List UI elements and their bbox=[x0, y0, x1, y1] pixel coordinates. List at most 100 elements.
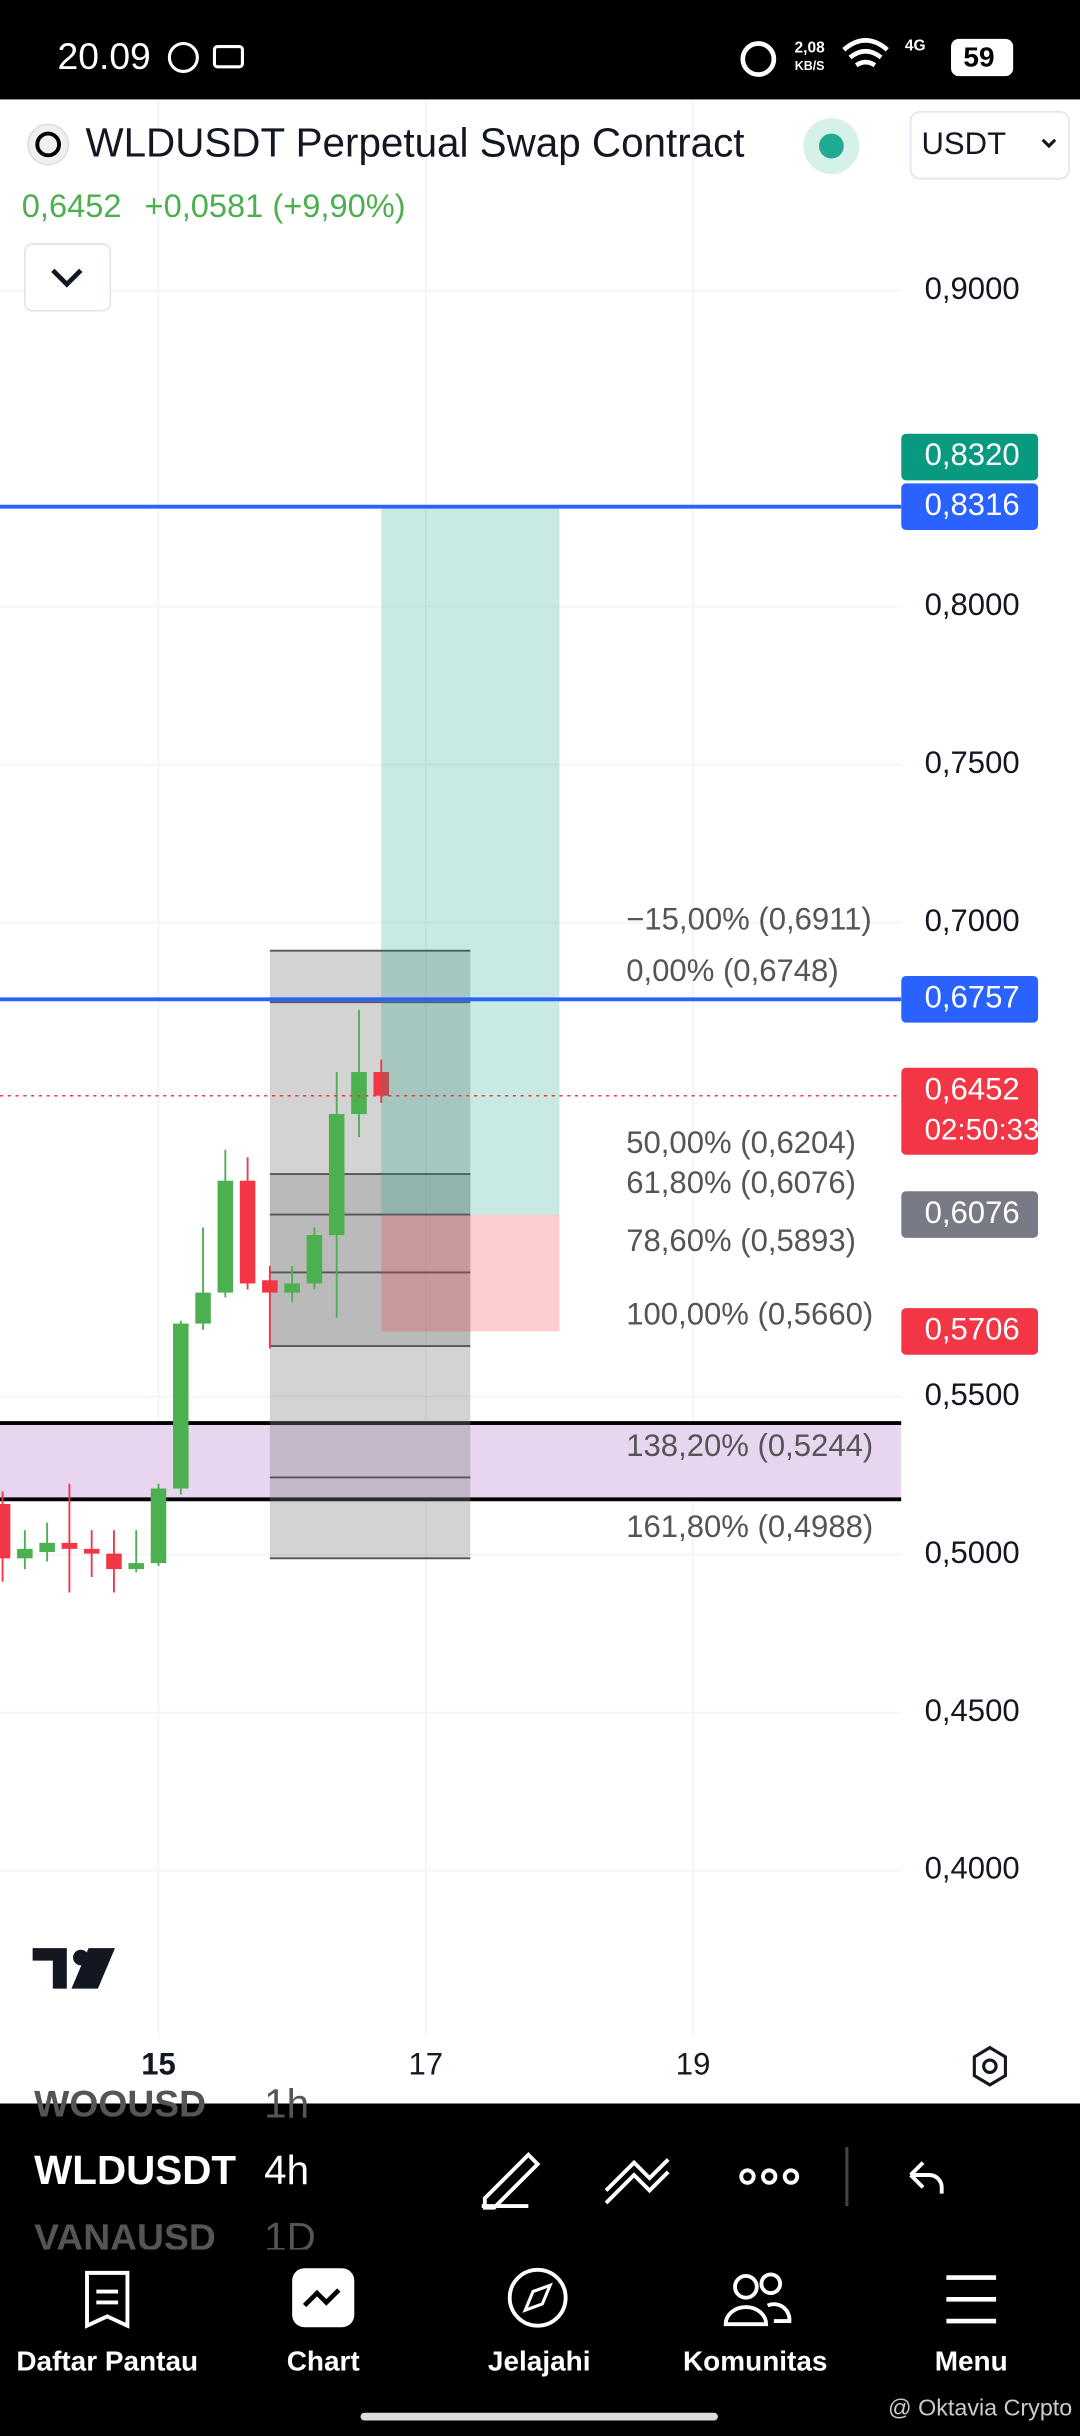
candle-body bbox=[128, 1563, 144, 1570]
tv-logo-dot bbox=[73, 1949, 89, 1966]
y-tick-label: 0,7000 bbox=[925, 903, 1020, 938]
symbol-icon[interactable] bbox=[27, 123, 70, 166]
symbol-title[interactable]: WLDUSDT Perpetual Swap Contract bbox=[85, 120, 744, 166]
fib-label: 78,60% (0,5893) bbox=[626, 1223, 856, 1258]
y-tick-label: 0,4000 bbox=[925, 1851, 1020, 1886]
symbol-logo bbox=[35, 131, 61, 158]
price-badge-label: 0,8320 bbox=[925, 437, 1020, 472]
interval-active[interactable]: 4h bbox=[264, 2147, 309, 2193]
collapse-button[interactable] bbox=[24, 243, 112, 312]
y-tick-label: 0,9000 bbox=[925, 271, 1020, 306]
currency-select[interactable] bbox=[909, 111, 1070, 180]
wifi-icon bbox=[842, 38, 889, 68]
battery bbox=[951, 38, 1014, 77]
nav-label[interactable]: Chart bbox=[287, 2345, 360, 2376]
fib-label: 0,00% (0,6748) bbox=[626, 953, 838, 988]
candle-body bbox=[284, 1283, 300, 1293]
candle-body bbox=[173, 1323, 189, 1489]
fib-band bbox=[269, 1174, 471, 1347]
net-unit: KB/S bbox=[795, 59, 825, 73]
settings-icon-core bbox=[982, 2058, 998, 2075]
price-badge-label: 0,6452 bbox=[925, 1071, 1020, 1106]
settings-icon[interactable] bbox=[972, 2045, 1007, 2087]
price-badge bbox=[901, 483, 1039, 531]
undo[interactable] bbox=[909, 2161, 944, 2194]
y-tick-label: 0,5000 bbox=[925, 1535, 1020, 1570]
battery-level: 59 bbox=[963, 41, 994, 72]
nav-label[interactable]: Komunitas bbox=[683, 2345, 827, 2376]
community-icon bbox=[723, 2272, 792, 2327]
price-change: +0,0581 (+9,90%) bbox=[145, 187, 406, 224]
candle-body bbox=[195, 1292, 211, 1324]
price-badge-label: 0,8316 bbox=[925, 487, 1020, 522]
price-axis: 0,9000 0,8000 0,7500 0,7000 0,5500 0,5000 0,45… bbox=[141, 271, 1039, 2082]
fib-label: −15,00% (0,6911) bbox=[626, 901, 872, 936]
price-badge-label: 0,6076 bbox=[925, 1195, 1020, 1230]
nav-labels: Daftar Pantau Chart Jelajahi Komunitas Menu bbox=[16, 2345, 1007, 2376]
compass-needle bbox=[522, 2282, 553, 2313]
price-badge bbox=[901, 1308, 1039, 1355]
chevron bbox=[1041, 138, 1057, 149]
tv-logo bbox=[32, 1948, 115, 1989]
chart-panel bbox=[0, 99, 1080, 2104]
nav-bar bbox=[0, 2249, 1080, 2436]
fib-label: 161,80% (0,4988) bbox=[626, 1509, 873, 1544]
candle-body bbox=[17, 1548, 33, 1559]
position-target bbox=[381, 505, 560, 1215]
symbol-active[interactable]: WLDUSDT bbox=[34, 2147, 236, 2193]
menu-icon bbox=[946, 2275, 997, 2324]
position-stop bbox=[381, 1214, 560, 1332]
trend-tool[interactable] bbox=[604, 2158, 670, 2205]
toolbar bbox=[0, 2103, 1080, 2250]
candle-body bbox=[328, 1114, 345, 1236]
draw-tool[interactable] bbox=[481, 2152, 541, 2210]
whatsapp-icon bbox=[167, 41, 199, 74]
y-tick-label: 0,4500 bbox=[925, 1693, 1020, 1728]
candle-body bbox=[61, 1542, 78, 1549]
x-tick-label: 15 bbox=[141, 2046, 176, 2081]
candle-body bbox=[83, 1548, 100, 1554]
watermark: @ Oktavia Crypto bbox=[888, 2395, 1072, 2421]
clock: 20.09 bbox=[57, 35, 150, 77]
candle-body bbox=[262, 1280, 278, 1293]
x-tick-label: 19 bbox=[676, 2046, 711, 2081]
candle-body bbox=[0, 1504, 11, 1559]
market-status-dot bbox=[818, 133, 844, 159]
candle-body bbox=[106, 1553, 122, 1570]
network: 4G bbox=[905, 38, 926, 55]
home-indicator bbox=[360, 2412, 718, 2421]
candle-body bbox=[306, 1235, 323, 1284]
y-tick-label: 0,7500 bbox=[925, 745, 1020, 780]
fib-label: 61,80% (0,6076) bbox=[626, 1165, 856, 1200]
price-badge-label: 0,6757 bbox=[925, 980, 1020, 1015]
notif-icon bbox=[212, 45, 244, 69]
price-badge-label: 0,5706 bbox=[925, 1312, 1020, 1347]
net-speed: 2,08 bbox=[795, 39, 826, 56]
last-price: 0,6452 bbox=[22, 187, 122, 224]
symbol-item[interactable]: WOOUSD bbox=[34, 2082, 206, 2124]
fib-label: 50,00% (0,6204) bbox=[626, 1125, 856, 1160]
nav-label[interactable]: Jelajahi bbox=[488, 2345, 591, 2376]
candle-body bbox=[150, 1488, 167, 1564]
zone bbox=[0, 1423, 902, 1500]
candle-body bbox=[217, 1180, 234, 1293]
price-badge bbox=[901, 1191, 1039, 1238]
price-badge bbox=[901, 433, 1039, 481]
nav-label[interactable]: Daftar Pantau bbox=[16, 2345, 198, 2376]
y-tick-label: 0,5500 bbox=[925, 1377, 1020, 1412]
nav-label[interactable]: Menu bbox=[935, 2345, 1008, 2376]
alarm-icon bbox=[740, 41, 777, 77]
interval-item[interactable]: 1h bbox=[264, 2080, 309, 2126]
fib-label: 138,20% (0,5244) bbox=[626, 1428, 873, 1463]
collapse-icon bbox=[51, 268, 83, 288]
currency: USDT bbox=[921, 126, 1006, 161]
price-badge bbox=[901, 976, 1039, 1023]
more-tools[interactable] bbox=[739, 2168, 800, 2185]
fib-box bbox=[269, 950, 471, 1559]
fib-label: 100,00% (0,5660) bbox=[626, 1297, 873, 1332]
candle-body bbox=[351, 1072, 367, 1115]
countdown: 02:50:33 bbox=[925, 1113, 1040, 1146]
